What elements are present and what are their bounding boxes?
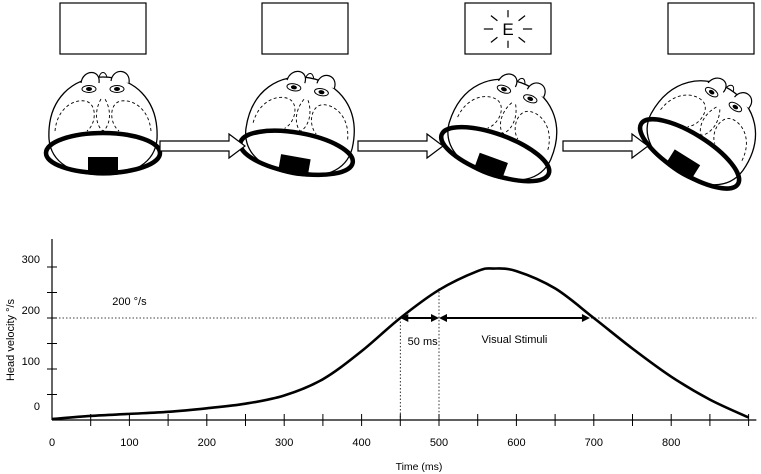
head-illustration: [46, 71, 160, 175]
stimulus-letter: E: [502, 20, 513, 39]
flash-rays-icon: [483, 10, 533, 48]
x-tick-label: 600: [507, 437, 525, 449]
x-tick-label: 800: [662, 437, 680, 449]
sequence-arrow: [159, 132, 246, 160]
interval-annotation: Visual Stimuli: [439, 314, 590, 346]
velocity-curve: [51, 267, 750, 421]
stimulus-screen: E: [464, 2, 552, 55]
x-axis-label: Time (ms): [396, 461, 443, 473]
y-axis-label: Head velocity °/s: [5, 298, 17, 381]
x-tick-label: 200: [198, 437, 216, 449]
x-tick-label: 0: [49, 437, 55, 449]
head-illustration: [434, 58, 577, 194]
interval-annotation: 50 ms: [399, 288, 440, 420]
y-tick-label: 0: [34, 401, 40, 413]
head-velocity-chart: 200 °/s 50 ms Visual Stimuli 0 100 200 300 40…: [22, 239, 757, 449]
head-illustration: [237, 63, 367, 185]
y-tick-label: 100: [22, 356, 40, 368]
stimulus-screen: [261, 2, 349, 55]
x-tick-label: 500: [430, 437, 448, 449]
x-tick-label: 700: [585, 437, 603, 449]
x-tick-label: 400: [352, 437, 370, 449]
interval-label: 50 ms: [408, 336, 438, 348]
x-tick-label: 300: [275, 437, 293, 449]
head-illustration: [630, 55, 761, 203]
stimulus-screen: [667, 2, 755, 55]
y-tick-label: 200: [22, 305, 40, 317]
stimulus-screen: [59, 2, 147, 55]
sequence-arrow: [562, 132, 649, 160]
x-tick-label: 100: [120, 437, 138, 449]
y-tick-label: 300: [22, 254, 40, 266]
threshold-label: 200 °/s: [112, 296, 147, 308]
interval-label: Visual Stimuli: [482, 334, 548, 346]
sequence-arrow: [357, 132, 444, 160]
